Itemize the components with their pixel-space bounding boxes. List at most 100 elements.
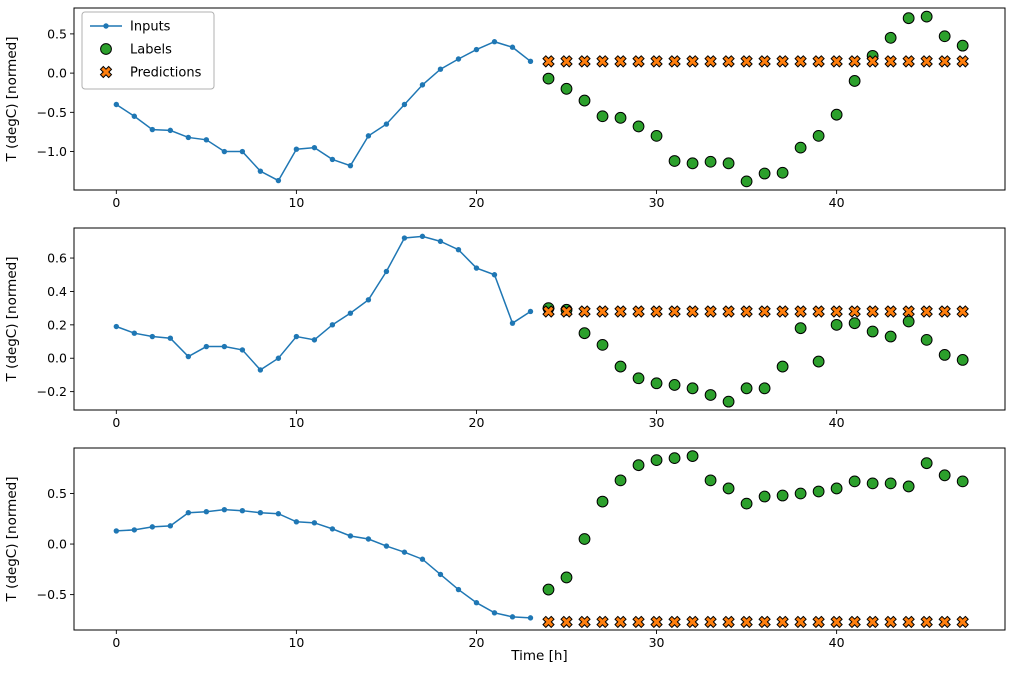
- predictions-point: [722, 615, 735, 629]
- labels-point: [848, 475, 861, 488]
- inputs-point: [275, 355, 282, 361]
- axes-frame: [73, 7, 1006, 191]
- predictions-point: [578, 305, 591, 318]
- y-tick-label: −0.2: [37, 384, 67, 399]
- legend: Inputs Labels Predictions: [81, 11, 215, 90]
- y-tick-label: 0.2: [47, 317, 67, 332]
- predictions-point: [902, 55, 915, 68]
- subplot-1: 0 10 20 30 40 0.5 0.0 −0.5 −1.0 T (degC) [normed]…: [4, 7, 1006, 210]
- inputs-point: [275, 177, 282, 184]
- inputs-point: [383, 268, 390, 275]
- labels-point: [686, 382, 699, 395]
- labels-point: [902, 12, 915, 25]
- x-tick-label: 40: [829, 415, 845, 430]
- inputs-point: [185, 353, 192, 360]
- labels-point: [776, 489, 789, 502]
- inputs-line: [115, 40, 531, 182]
- inputs-point: [473, 46, 480, 53]
- x-tick-label: 30: [649, 195, 665, 210]
- predictions-point: [740, 305, 753, 318]
- x-tick-label: 30: [649, 635, 665, 650]
- predictions-point: [794, 305, 807, 318]
- y-tick-label: 0.5: [47, 486, 67, 501]
- inputs-point: [311, 337, 318, 343]
- predictions-point: [704, 55, 717, 68]
- predictions-point: [668, 305, 681, 318]
- inputs-point: [149, 333, 156, 340]
- predictions-point: [812, 305, 825, 318]
- predictions-point: [884, 55, 897, 68]
- inputs-point: [257, 510, 264, 516]
- x-tick-label: 10: [288, 635, 304, 650]
- labels-point: [614, 474, 627, 487]
- predictions-point: [650, 55, 663, 68]
- y-tick-label: 0.5: [47, 26, 67, 41]
- predictions-point: [866, 615, 879, 629]
- labels-point: [704, 474, 717, 487]
- predictions-point: [596, 615, 609, 629]
- subplot-2: 0 10 20 30 40 0.6 0.4 0.2 0.0 −0.2 T (degC) [norme…: [4, 227, 1006, 430]
- labels-point: [632, 372, 645, 385]
- predictions-point: [542, 55, 555, 68]
- inputs-point: [131, 113, 138, 119]
- inputs-point: [185, 510, 192, 516]
- predictions-point: [758, 305, 771, 318]
- predictions-point: [956, 615, 969, 629]
- predictions-point: [614, 615, 627, 629]
- inputs-point: [365, 536, 372, 542]
- predictions-point: [722, 305, 735, 318]
- predictions-point: [812, 55, 825, 68]
- y-tick-label: 0.0: [47, 537, 67, 552]
- inputs-point: [203, 343, 210, 350]
- axes-frame: [73, 227, 1006, 411]
- y-tick-label: −0.5: [37, 105, 67, 120]
- labels-point: [596, 110, 609, 123]
- predictions-point: [704, 305, 717, 318]
- x-tick-label: 40: [829, 635, 845, 650]
- legend-label: Predictions: [130, 66, 202, 81]
- predictions-point: [884, 305, 897, 318]
- labels-point: [902, 315, 915, 328]
- y-axis-label: T (degC) [normed]: [4, 257, 20, 383]
- inputs-point: [149, 126, 156, 133]
- inputs-point: [455, 56, 462, 62]
- predictions-point: [560, 55, 573, 68]
- inputs-point: [311, 144, 318, 151]
- labels-point: [866, 477, 879, 490]
- labels-point: [884, 31, 897, 44]
- predictions-point: [740, 55, 753, 68]
- inputs-point: [509, 320, 516, 326]
- x-tick-label: 20: [469, 635, 485, 650]
- inputs-point: [419, 556, 426, 562]
- inputs-point: [365, 297, 372, 303]
- inputs-point: [275, 511, 282, 517]
- inputs-point: [491, 39, 498, 45]
- predictions-point: [938, 305, 951, 318]
- x-tick-label: 10: [288, 195, 304, 210]
- predictions-point: [866, 55, 879, 68]
- labels-point: [740, 175, 753, 188]
- labels-point: [560, 571, 573, 584]
- inputs-point: [257, 168, 264, 174]
- inputs-point: [293, 333, 300, 340]
- inputs-point: [527, 58, 534, 65]
- predictions-point: [920, 305, 933, 318]
- labels-point: [794, 322, 807, 335]
- predictions-point: [632, 615, 645, 629]
- labels-point: [830, 482, 843, 495]
- x-tick-label: 0: [112, 635, 120, 650]
- labels-point: [938, 30, 951, 43]
- inputs-point: [401, 101, 408, 108]
- labels-point: [668, 379, 681, 391]
- predictions-point: [650, 305, 663, 318]
- inputs-point: [221, 148, 228, 155]
- predictions-point: [776, 305, 789, 318]
- predictions-point: [542, 615, 555, 629]
- labels-point: [560, 82, 573, 95]
- labels-point: [794, 487, 807, 500]
- predictions-point: [560, 615, 573, 629]
- inputs-point: [239, 507, 246, 514]
- y-axis-label: T (degC) [normed]: [4, 477, 20, 603]
